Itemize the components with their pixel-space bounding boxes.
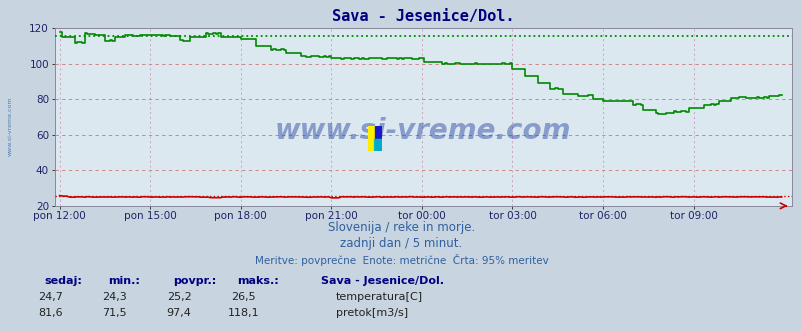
Text: 97,4: 97,4 <box>167 308 191 318</box>
Polygon shape <box>367 126 375 151</box>
Text: 25,2: 25,2 <box>167 292 191 302</box>
Text: 118,1: 118,1 <box>227 308 259 318</box>
Title: Sava - Jesenice/Dol.: Sava - Jesenice/Dol. <box>331 9 514 24</box>
Text: 24,3: 24,3 <box>103 292 127 302</box>
Text: Sava - Jesenice/Dol.: Sava - Jesenice/Dol. <box>321 276 444 286</box>
Text: min.:: min.: <box>108 276 140 286</box>
Text: www.si-vreme.com: www.si-vreme.com <box>274 117 571 145</box>
Text: maks.:: maks.: <box>237 276 278 286</box>
Text: www.si-vreme.com: www.si-vreme.com <box>8 96 13 156</box>
Polygon shape <box>375 126 382 151</box>
Text: 81,6: 81,6 <box>38 308 63 318</box>
Text: Slovenija / reke in morje.: Slovenija / reke in morje. <box>327 221 475 234</box>
Text: 26,5: 26,5 <box>231 292 255 302</box>
Text: pretok[m3/s]: pretok[m3/s] <box>335 308 407 318</box>
Text: 24,7: 24,7 <box>38 292 63 302</box>
Text: temperatura[C]: temperatura[C] <box>335 292 422 302</box>
Text: Meritve: povprečne  Enote: metrične  Črta: 95% meritev: Meritve: povprečne Enote: metrične Črta:… <box>254 254 548 266</box>
Text: zadnji dan / 5 minut.: zadnji dan / 5 minut. <box>340 237 462 250</box>
Polygon shape <box>373 138 382 151</box>
Text: povpr.:: povpr.: <box>172 276 216 286</box>
Text: sedaj:: sedaj: <box>44 276 82 286</box>
Text: 71,5: 71,5 <box>103 308 127 318</box>
